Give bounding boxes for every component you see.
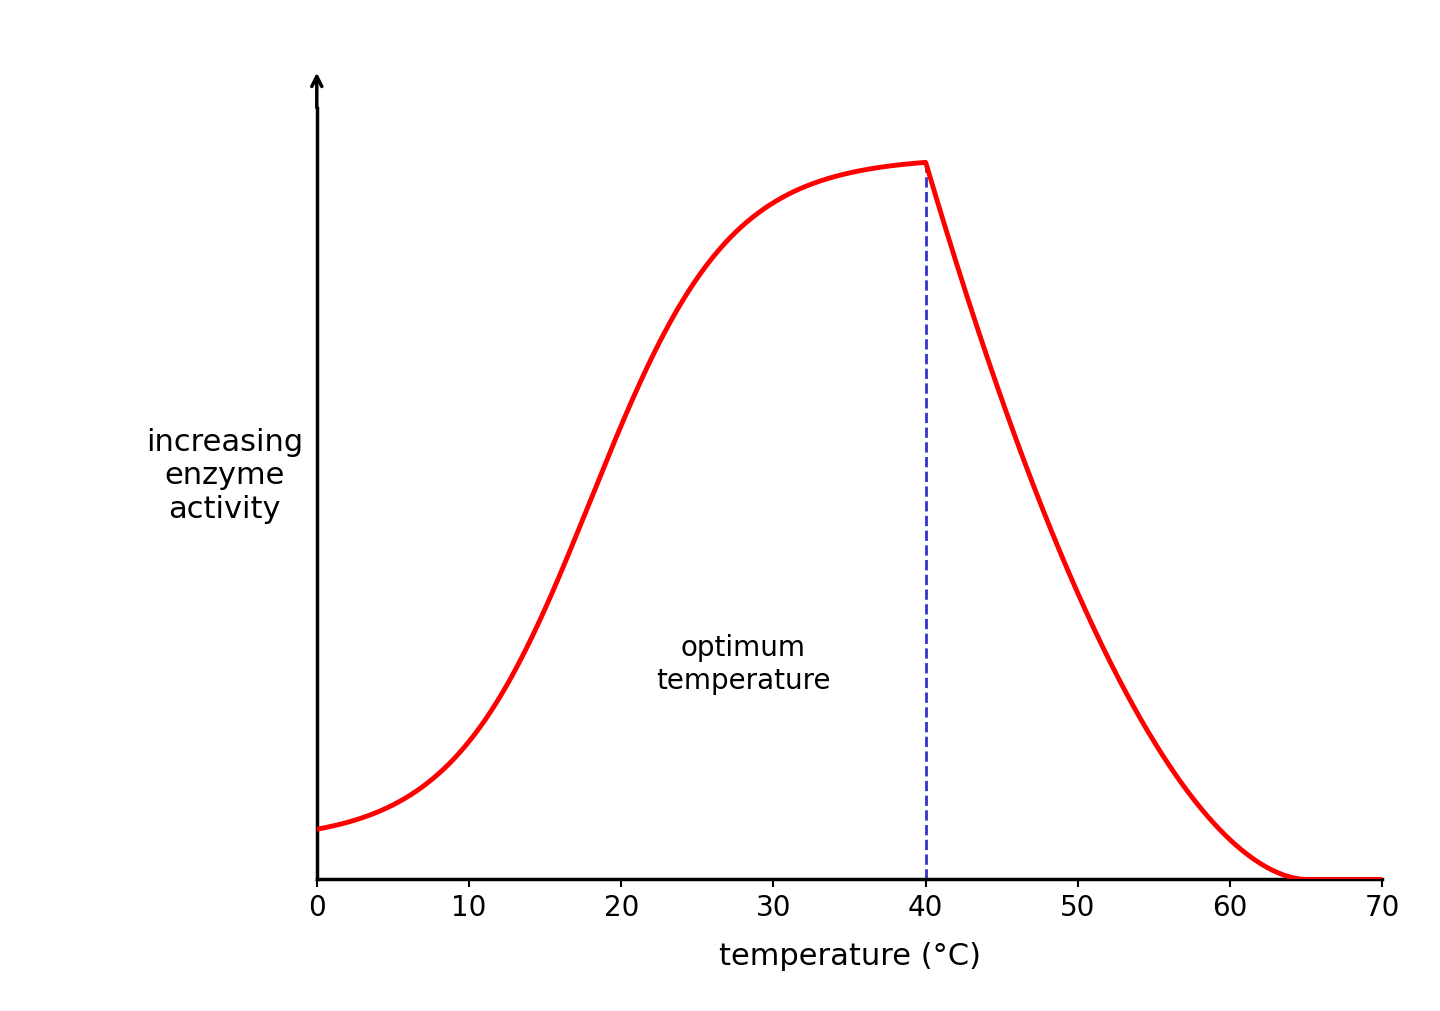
X-axis label: temperature (°C): temperature (°C) — [719, 941, 981, 971]
Y-axis label: increasing
enzyme
activity: increasing enzyme activity — [145, 427, 302, 524]
Text: optimum
temperature: optimum temperature — [655, 634, 831, 695]
